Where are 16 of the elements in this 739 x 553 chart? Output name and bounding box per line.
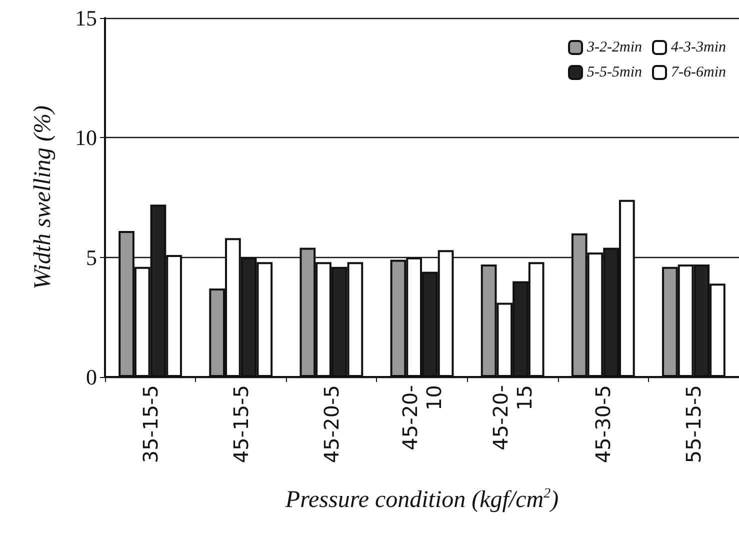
legend-label: 4-3-3min	[671, 40, 726, 56]
x-tick-label: 45-15-5	[228, 385, 253, 464]
legend-label: 3-2-2min	[586, 40, 642, 56]
y-tick-label: 10	[75, 125, 97, 150]
x-tick-label: 45-20-10	[398, 385, 446, 450]
x-tick-label: 35-15-5	[138, 385, 162, 464]
y-tick-label: 15	[75, 6, 97, 30]
y-tick-label: 0	[86, 364, 97, 390]
x-tick-label: 45-20-15	[488, 385, 537, 450]
y-axis-title: Width swelling (%)	[30, 106, 56, 290]
x-tick-label: 45-20-5	[319, 385, 344, 464]
legend-label: 7-6-6min	[671, 64, 726, 80]
x-tick-label: 45-30-5	[591, 385, 616, 464]
x-tick-label: 55-15-5	[682, 385, 706, 464]
legend-label: 5-5-5min	[587, 64, 642, 80]
y-tick-label: 5	[86, 244, 97, 270]
